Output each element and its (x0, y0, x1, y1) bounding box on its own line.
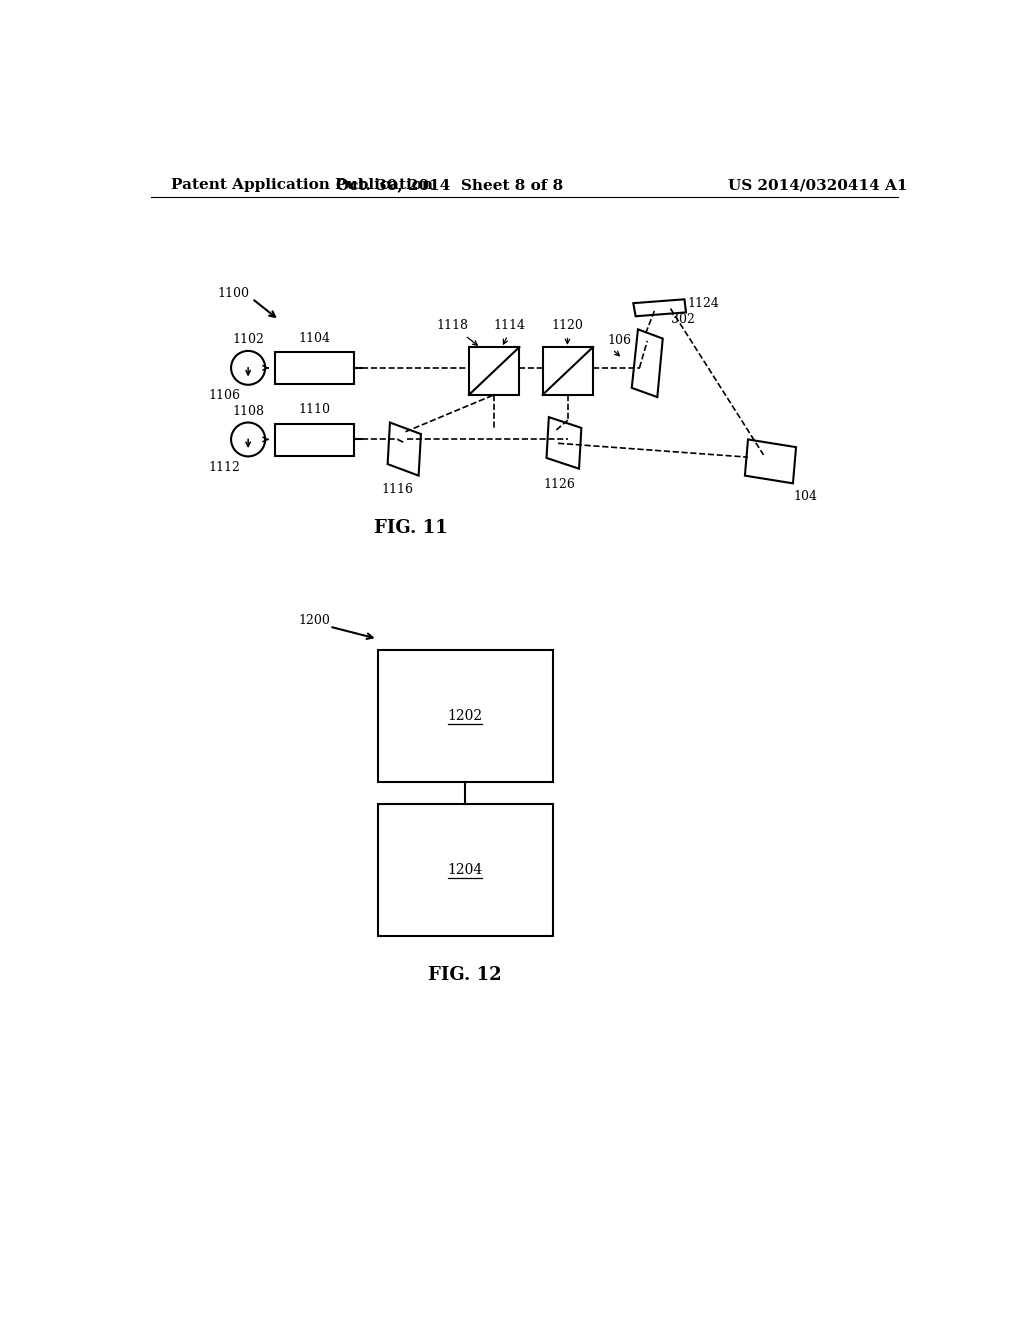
Bar (469, 347, 519, 395)
Text: 1112: 1112 (209, 461, 241, 474)
Text: 1114: 1114 (494, 318, 525, 331)
Text: 1200: 1200 (299, 614, 331, 627)
Text: 1110: 1110 (299, 404, 331, 416)
Text: 1104: 1104 (299, 331, 331, 345)
Text: 1202: 1202 (447, 709, 482, 723)
Text: 1118: 1118 (436, 318, 468, 331)
Text: 1116: 1116 (382, 483, 414, 496)
Text: FIG. 12: FIG. 12 (428, 966, 502, 983)
Bar (275, 424, 354, 455)
Text: 1106: 1106 (209, 389, 241, 403)
Text: Oct. 30, 2014  Sheet 8 of 8: Oct. 30, 2014 Sheet 8 of 8 (336, 178, 563, 193)
Text: 1102: 1102 (232, 333, 264, 346)
Text: US 2014/0320414 A1: US 2014/0320414 A1 (728, 178, 907, 193)
Text: 1120: 1120 (552, 318, 584, 331)
Bar (275, 352, 354, 384)
Text: 1100: 1100 (217, 286, 249, 300)
Text: 1204: 1204 (447, 863, 482, 876)
Text: 106: 106 (607, 334, 631, 347)
Text: 1126: 1126 (544, 478, 575, 491)
Bar (378, 649, 553, 781)
Text: 1124: 1124 (687, 297, 720, 310)
Text: 104: 104 (793, 490, 817, 503)
Text: 1108: 1108 (232, 405, 264, 418)
Text: FIG. 11: FIG. 11 (374, 519, 447, 537)
Text: 302: 302 (671, 313, 694, 326)
Bar (543, 347, 593, 395)
Text: Patent Application Publication: Patent Application Publication (171, 178, 432, 193)
Bar (378, 804, 553, 936)
